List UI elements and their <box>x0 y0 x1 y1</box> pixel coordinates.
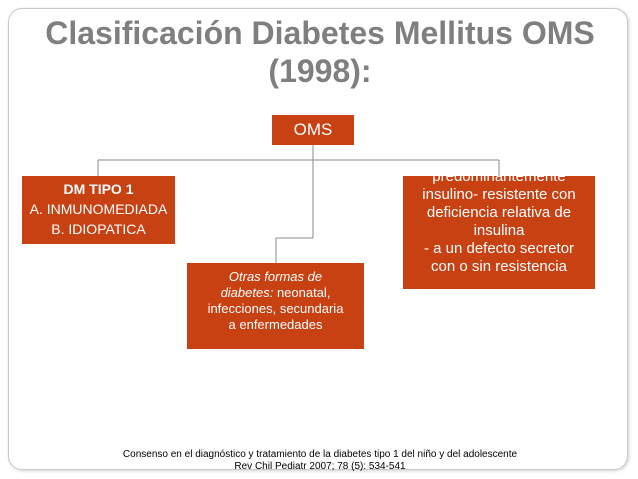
other-line-2-text: neonatal, <box>273 285 331 300</box>
other-line-3: infecciones, secundaria <box>207 301 344 316</box>
type2-line-4: insulina <box>473 222 525 239</box>
type2-line-5: - a un defecto secretor <box>423 240 575 257</box>
footnote: Consenso en el diagnóstico y tratamiento… <box>60 449 580 473</box>
type1-subtype-a: A. INMUNOMEDIADA <box>29 201 168 217</box>
type1-box: DM TIPO 1 A. INMUNOMEDIADA B. IDIOPATICA <box>22 176 175 244</box>
other-line-2: diabetes: neonatal, <box>187 285 364 301</box>
footnote-line-2: Rev Chil Pediatr 2007; 78 (5): 534-541 <box>234 461 406 472</box>
slide-title: Clasificación Diabetes Mellitus OMS (199… <box>40 14 600 90</box>
other-forms-box: Otras formas de diabetes: neonatal, infe… <box>187 263 364 349</box>
title-line-1: Clasificación Diabetes Mellitus OMS <box>45 15 595 51</box>
other-line-4: a enfermedades <box>228 317 323 332</box>
footnote-line-1: Consenso en el diagnóstico y tratamiento… <box>122 449 518 460</box>
type2-line-6: con o sin resistencia <box>431 258 567 275</box>
type1-title: DM TIPO 1 <box>63 181 134 197</box>
type2-line-3: deficiencia relativa de <box>426 204 572 221</box>
type1-subtype-b: B. IDIOPATICA <box>51 221 146 237</box>
root-box-oms: OMS <box>272 115 354 145</box>
type2-line-2: insulino- resistente con <box>422 186 576 203</box>
root-label: OMS <box>293 120 333 139</box>
type2-line-1: predominantemente <box>432 176 566 185</box>
other-line-1: Otras formas de <box>228 269 323 284</box>
type2-text: predominantemente insulino- resistente c… <box>403 176 595 276</box>
title-line-2: (1998): <box>268 53 372 89</box>
type2-box: predominantemente insulino- resistente c… <box>403 176 595 289</box>
other-line-2-italic: diabetes: <box>220 285 274 300</box>
